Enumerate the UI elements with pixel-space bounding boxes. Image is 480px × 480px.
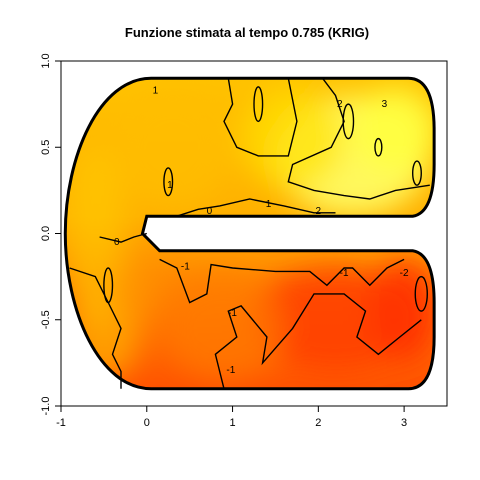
y-tick-label: -1.0 xyxy=(40,397,52,416)
domain-boundary xyxy=(63,76,436,391)
contour-line xyxy=(287,77,430,200)
contour-loop xyxy=(374,137,383,157)
x-tick-label: 2 xyxy=(315,417,321,429)
heat-blob xyxy=(352,86,435,174)
contour-label: 2 xyxy=(316,206,322,217)
contour-loop xyxy=(253,86,264,123)
y-tick-label: 1.0 xyxy=(40,53,52,68)
contour-line xyxy=(159,258,405,304)
x-tick-label: 1 xyxy=(229,417,235,429)
contour-label: -1 xyxy=(228,308,237,319)
contour-labels: 1 2 3 1 0 1 2 0 -1 -1 -2 -1 -1 xyxy=(114,85,409,375)
contour-line xyxy=(223,78,298,157)
contour-loop xyxy=(163,167,174,197)
contour-label: 0 xyxy=(114,237,120,248)
contour-loop xyxy=(342,103,355,140)
y-tick-label: -0.5 xyxy=(40,310,52,329)
contour-label: 2 xyxy=(337,99,343,110)
contour-label: -1 xyxy=(226,365,235,376)
y-axis: -1.0 -0.5 0.0 0.5 1.0 xyxy=(40,53,62,416)
contour-label: 1 xyxy=(167,180,173,191)
contour-label: 0 xyxy=(207,206,213,217)
x-tick-label: -1 xyxy=(56,417,66,429)
heat-blob xyxy=(163,276,285,381)
contour-label: -2 xyxy=(400,268,409,279)
heat-blob xyxy=(369,259,435,363)
contour-loop xyxy=(411,160,422,186)
heatmap-field xyxy=(65,78,435,389)
x-tick-label: 3 xyxy=(401,417,407,429)
contour-loop xyxy=(103,267,114,304)
heat-blob xyxy=(112,86,233,208)
contour-line xyxy=(214,293,422,389)
y-tick-label: 0.5 xyxy=(40,140,52,155)
contour-label: -1 xyxy=(340,268,349,279)
x-axis: -1 0 1 2 3 xyxy=(56,405,407,429)
contour-line xyxy=(99,232,147,243)
contour-lines xyxy=(69,77,430,389)
y-tick-label: 0.0 xyxy=(40,226,52,241)
chart-title: Funzione stimata al tempo 0.785 (KRIG) xyxy=(125,25,369,40)
heat-blob xyxy=(103,259,156,329)
contour-label: 1 xyxy=(266,199,272,210)
contour-line xyxy=(176,198,336,217)
contour-loop xyxy=(414,275,428,312)
x-tick-label: 0 xyxy=(144,417,150,429)
contour-label: -1 xyxy=(181,261,190,272)
contour-line xyxy=(69,267,122,389)
contour-label: 3 xyxy=(382,99,388,110)
contour-label: 1 xyxy=(153,85,159,96)
